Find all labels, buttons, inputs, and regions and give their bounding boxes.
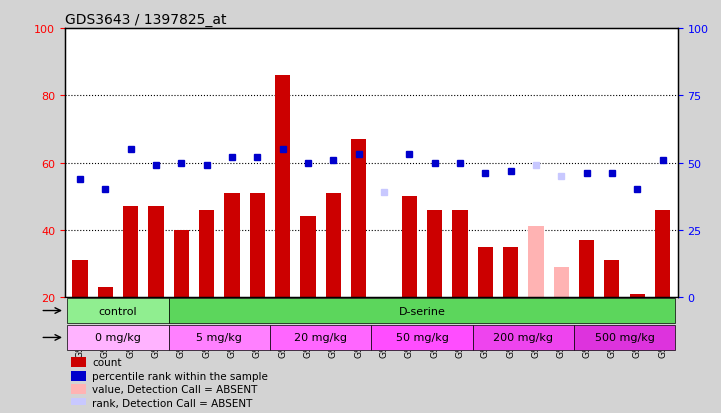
Bar — [275, 76, 291, 297]
Bar — [71, 385, 87, 394]
Bar — [249, 193, 265, 297]
FancyBboxPatch shape — [169, 299, 675, 323]
Text: 50 mg/kg: 50 mg/kg — [396, 332, 448, 343]
Text: 20 mg/kg: 20 mg/kg — [294, 332, 348, 343]
Bar — [528, 227, 544, 297]
Bar — [452, 210, 467, 297]
FancyBboxPatch shape — [574, 325, 675, 350]
Bar — [199, 210, 214, 297]
FancyBboxPatch shape — [371, 325, 472, 350]
Text: D-serine: D-serine — [399, 306, 446, 316]
Bar — [629, 294, 645, 297]
Text: control: control — [99, 306, 138, 316]
Text: rank, Detection Call = ABSENT: rank, Detection Call = ABSENT — [92, 398, 253, 408]
Text: 5 mg/kg: 5 mg/kg — [196, 332, 242, 343]
Bar — [123, 207, 138, 297]
FancyBboxPatch shape — [169, 325, 270, 350]
Bar — [402, 197, 417, 297]
Bar — [326, 193, 341, 297]
Bar — [301, 217, 316, 297]
FancyBboxPatch shape — [472, 325, 574, 350]
FancyBboxPatch shape — [270, 325, 371, 350]
FancyBboxPatch shape — [68, 325, 169, 350]
Bar — [554, 267, 569, 297]
Bar — [71, 398, 87, 407]
Text: 0 mg/kg: 0 mg/kg — [95, 332, 141, 343]
Text: GDS3643 / 1397825_at: GDS3643 / 1397825_at — [65, 12, 226, 26]
Bar — [604, 261, 619, 297]
Text: percentile rank within the sample: percentile rank within the sample — [92, 371, 268, 381]
Text: 200 mg/kg: 200 mg/kg — [493, 332, 553, 343]
Bar — [98, 287, 113, 297]
Bar — [427, 210, 442, 297]
Bar — [224, 193, 239, 297]
Text: value, Detection Call = ABSENT: value, Detection Call = ABSENT — [92, 384, 258, 394]
Bar — [149, 207, 164, 297]
Bar — [351, 140, 366, 297]
Bar — [503, 247, 518, 297]
Bar — [174, 230, 189, 297]
Bar — [71, 358, 87, 367]
Bar — [655, 210, 670, 297]
Text: 500 mg/kg: 500 mg/kg — [595, 332, 655, 343]
FancyBboxPatch shape — [68, 299, 169, 323]
Bar — [478, 247, 493, 297]
Bar — [71, 371, 87, 381]
Text: count: count — [92, 357, 122, 367]
Bar — [579, 240, 594, 297]
Bar — [73, 261, 88, 297]
